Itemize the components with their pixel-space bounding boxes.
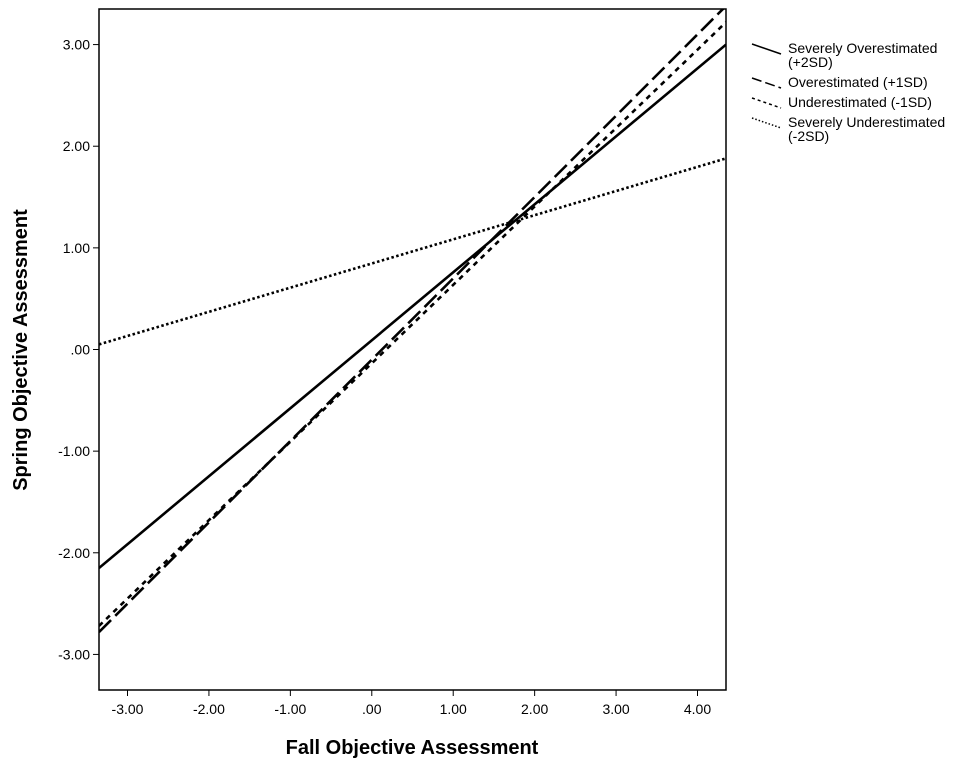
x-tick-label: .00 [362, 701, 382, 717]
y-tick-label: 3.00 [63, 37, 90, 53]
legend-label: (-2SD) [788, 128, 829, 144]
x-axis: -3.00 -2.00 -1.00 .00 1.00 2.00 3.00 4.00 [112, 690, 711, 717]
y-tick-label: 1.00 [63, 240, 90, 256]
series-line-4 [99, 157, 726, 346]
series-line-1 [99, 43, 726, 570]
y-tick-label: -1.00 [58, 443, 90, 459]
x-tick-label: -1.00 [274, 701, 306, 717]
legend-swatch [751, 77, 782, 89]
x-tick-label: 1.00 [440, 701, 467, 717]
y-tick-label: -2.00 [58, 545, 90, 561]
series-line-3 [99, 21, 726, 627]
y-tick-label: -3.00 [58, 646, 90, 662]
legend-swatch [751, 43, 782, 55]
legend-label: Severely Overestimated [788, 40, 937, 56]
y-axis-title: Spring Objective Assessment [10, 209, 32, 491]
legend-swatch [751, 97, 782, 109]
x-tick-label: 2.00 [521, 701, 548, 717]
legend-item-2: Overestimated (+1SD) [751, 74, 928, 90]
y-tick-label: .00 [71, 342, 91, 358]
x-axis-title: Fall Objective Assessment [286, 737, 539, 759]
y-axis: -3.00 -2.00 -1.00 .00 1.00 2.00 3.00 [58, 37, 99, 662]
legend-swatch [751, 117, 782, 129]
y-tick-label: 2.00 [63, 138, 90, 154]
legend-label: Underestimated (-1SD) [788, 94, 932, 110]
x-tick-label: -3.00 [112, 701, 144, 717]
x-tick-label: 3.00 [602, 701, 629, 717]
legend: Severely Overestimated(+2SD) Overestimate… [751, 40, 945, 144]
legend-label: (+2SD) [788, 54, 833, 70]
x-tick-label: 4.00 [684, 701, 711, 717]
series-lines [99, 9, 726, 633]
series-line-2 [99, 9, 725, 633]
legend-item-3: Underestimated (-1SD) [751, 94, 932, 110]
legend-item-4: Severely Underestimated(-2SD) [751, 114, 945, 144]
legend-label: Severely Underestimated [788, 114, 945, 130]
legend-label: Overestimated (+1SD) [788, 74, 928, 90]
legend-item-1: Severely Overestimated(+2SD) [751, 40, 937, 70]
x-tick-label: -2.00 [193, 701, 225, 717]
